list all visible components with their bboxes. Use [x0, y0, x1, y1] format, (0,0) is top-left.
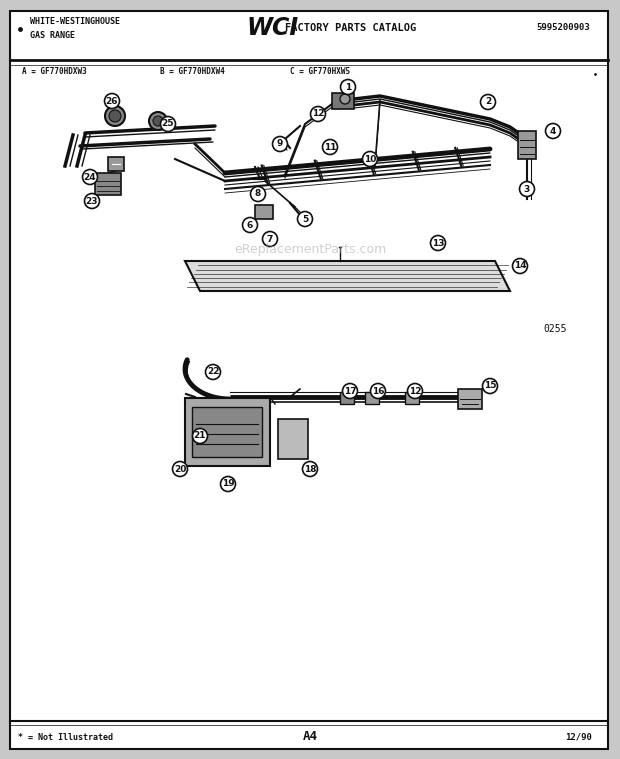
FancyBboxPatch shape	[458, 389, 482, 409]
Circle shape	[298, 212, 312, 226]
Circle shape	[105, 93, 120, 109]
Text: 19: 19	[222, 480, 234, 489]
Circle shape	[311, 106, 326, 121]
Text: 24: 24	[84, 172, 96, 181]
Text: 26: 26	[106, 96, 118, 106]
Text: 7: 7	[267, 235, 273, 244]
Circle shape	[342, 383, 358, 398]
FancyBboxPatch shape	[108, 157, 124, 171]
Text: 1: 1	[345, 83, 351, 92]
Circle shape	[482, 379, 497, 393]
Text: eReplacementParts.com: eReplacementParts.com	[234, 242, 386, 256]
Circle shape	[371, 383, 386, 398]
FancyBboxPatch shape	[518, 131, 536, 159]
Text: 21: 21	[193, 432, 206, 440]
Circle shape	[221, 477, 236, 492]
Text: WHITE-WESTINGHOUSE: WHITE-WESTINGHOUSE	[30, 17, 120, 27]
Text: 5: 5	[302, 215, 308, 223]
Text: 22: 22	[206, 367, 219, 376]
FancyBboxPatch shape	[340, 392, 354, 404]
Circle shape	[205, 364, 221, 380]
FancyBboxPatch shape	[255, 205, 273, 219]
Text: B = GF770HDXW4: B = GF770HDXW4	[160, 67, 224, 75]
Circle shape	[161, 116, 175, 131]
Text: 14: 14	[514, 262, 526, 270]
Circle shape	[84, 194, 99, 209]
Text: 6: 6	[247, 221, 253, 229]
FancyBboxPatch shape	[332, 93, 354, 109]
FancyBboxPatch shape	[365, 392, 379, 404]
Circle shape	[480, 95, 495, 109]
Text: 15: 15	[484, 382, 496, 390]
Text: 0255: 0255	[543, 324, 567, 334]
Text: 23: 23	[86, 197, 98, 206]
Circle shape	[340, 80, 355, 95]
Circle shape	[303, 461, 317, 477]
Text: 12: 12	[409, 386, 421, 395]
Text: A4: A4	[303, 730, 317, 744]
FancyBboxPatch shape	[185, 398, 270, 466]
Text: 11: 11	[324, 143, 336, 152]
Text: 5995200903: 5995200903	[536, 24, 590, 33]
Circle shape	[407, 383, 422, 398]
Text: 25: 25	[162, 119, 174, 128]
FancyBboxPatch shape	[95, 173, 121, 195]
Text: 3: 3	[524, 184, 530, 194]
Polygon shape	[185, 261, 510, 291]
Text: 9: 9	[277, 140, 283, 149]
Circle shape	[322, 140, 337, 155]
Text: 17: 17	[343, 386, 356, 395]
Circle shape	[82, 169, 97, 184]
Text: 10: 10	[364, 155, 376, 163]
Text: 18: 18	[304, 465, 316, 474]
Text: 4: 4	[550, 127, 556, 136]
Circle shape	[430, 235, 446, 250]
Circle shape	[242, 218, 257, 232]
Circle shape	[520, 181, 534, 197]
FancyBboxPatch shape	[10, 11, 608, 749]
Circle shape	[250, 187, 265, 201]
Text: FACTORY PARTS CATALOG: FACTORY PARTS CATALOG	[285, 23, 416, 33]
FancyBboxPatch shape	[278, 419, 308, 459]
Circle shape	[192, 429, 208, 443]
Text: 13: 13	[432, 238, 445, 247]
Circle shape	[546, 124, 560, 138]
Text: 12/90: 12/90	[565, 732, 592, 742]
Text: A = GF770HDXW3: A = GF770HDXW3	[22, 67, 87, 75]
Circle shape	[105, 106, 125, 126]
Circle shape	[149, 112, 167, 130]
Circle shape	[340, 94, 350, 104]
Circle shape	[363, 152, 378, 166]
Text: 20: 20	[174, 465, 186, 474]
Circle shape	[262, 231, 278, 247]
Text: 12: 12	[312, 109, 324, 118]
Text: 2: 2	[485, 97, 491, 106]
FancyBboxPatch shape	[192, 407, 262, 457]
FancyBboxPatch shape	[405, 392, 419, 404]
Text: GAS RANGE: GAS RANGE	[30, 30, 75, 39]
Circle shape	[172, 461, 187, 477]
Circle shape	[513, 259, 528, 273]
Text: 8: 8	[255, 190, 261, 199]
Text: C = GF770HXW5: C = GF770HXW5	[290, 67, 350, 75]
Circle shape	[273, 137, 288, 152]
Text: WCI: WCI	[246, 16, 298, 40]
Text: * = Not Illustrated: * = Not Illustrated	[18, 732, 113, 742]
Circle shape	[109, 110, 121, 122]
Circle shape	[153, 116, 163, 126]
Text: 16: 16	[372, 386, 384, 395]
